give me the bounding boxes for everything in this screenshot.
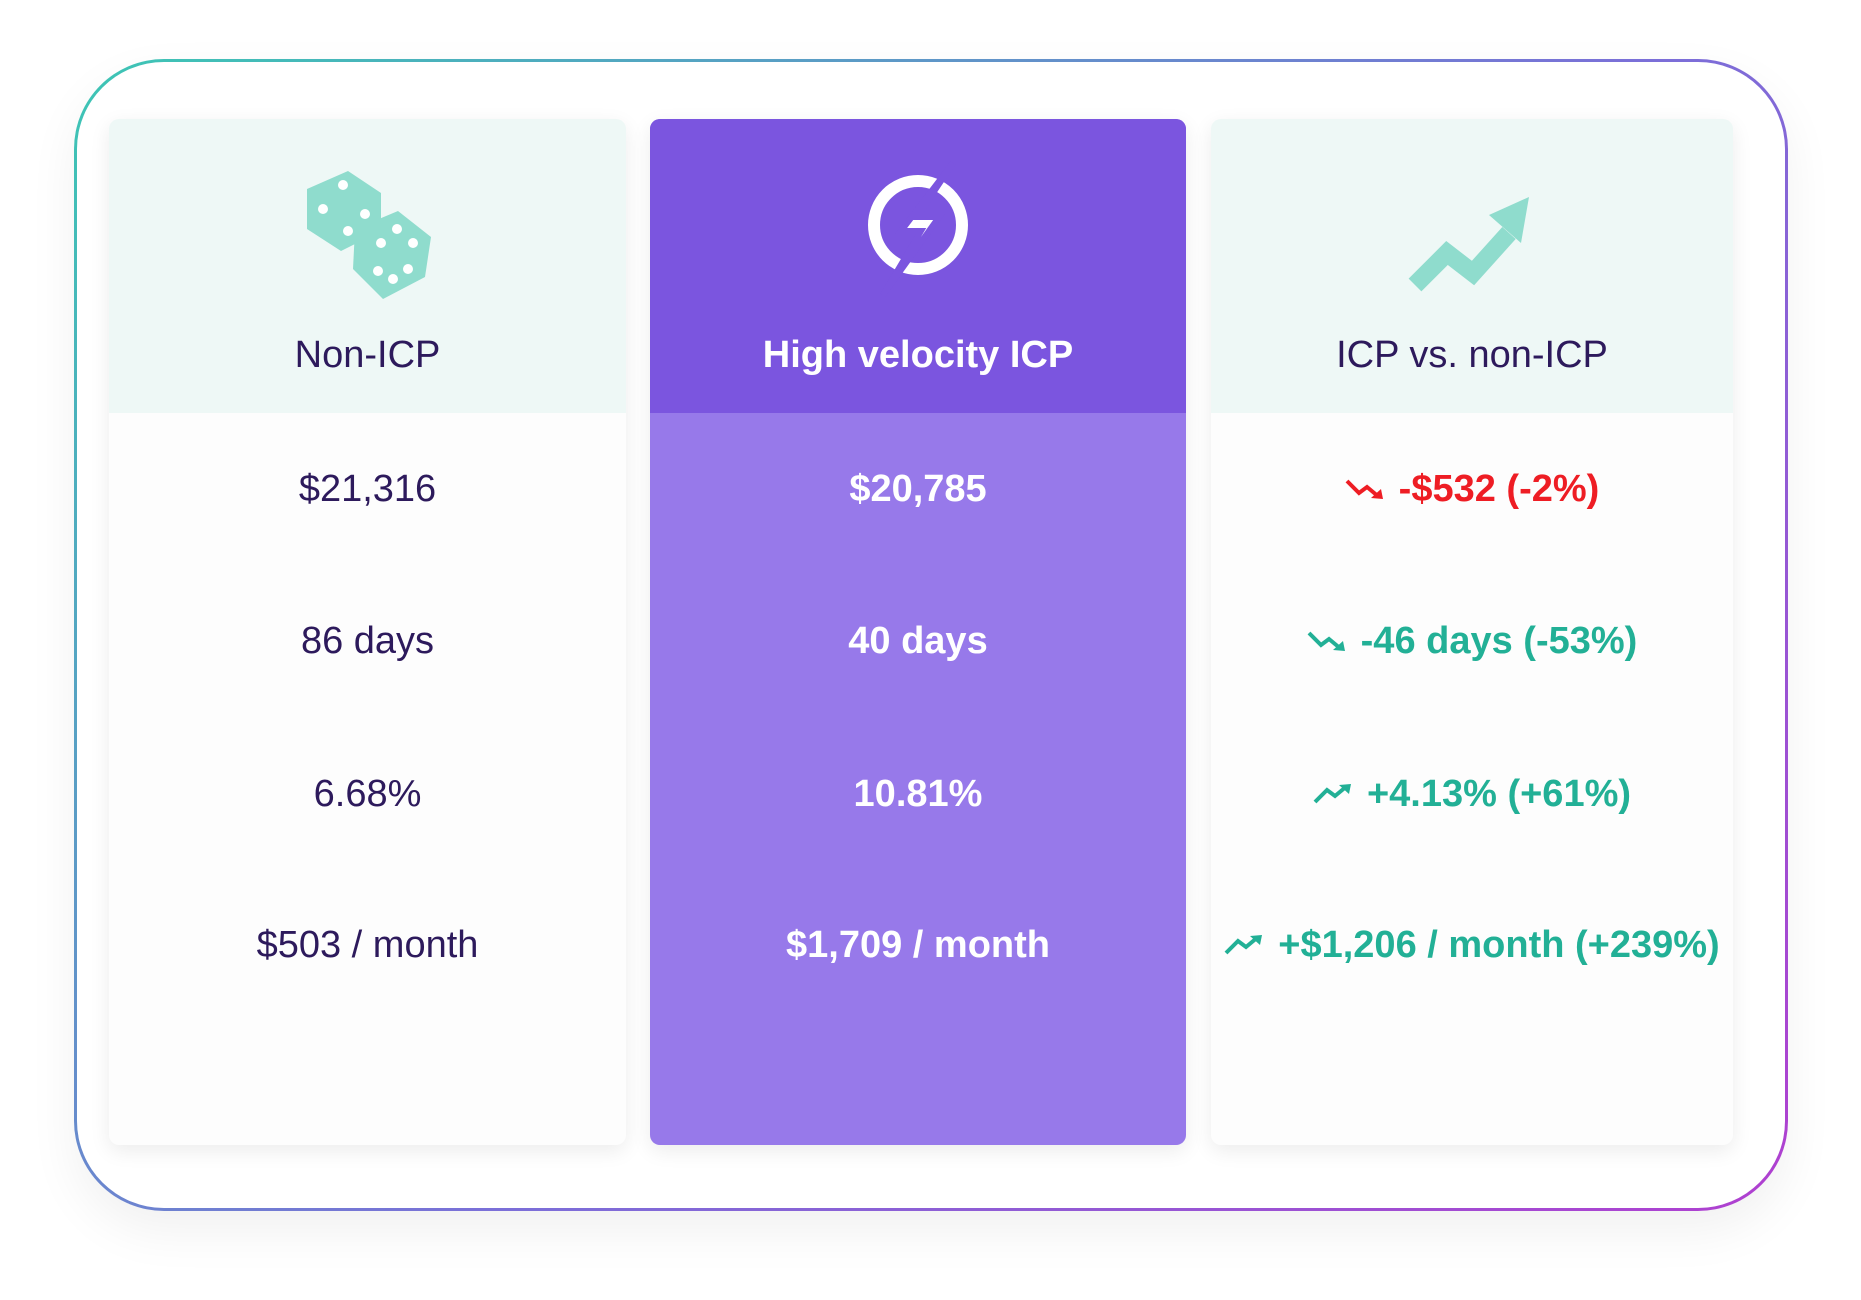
- card: High velocity ICP $20,785 40 days 10.81%…: [650, 119, 1186, 1145]
- delta-row: +4.13% (+61%): [1211, 769, 1733, 819]
- value: $21,316: [298, 467, 437, 510]
- card-header: ICP vs. non-ICP: [1211, 119, 1733, 413]
- lightning-icon: [868, 161, 968, 297]
- down-arrow: [1307, 631, 1345, 651]
- value: $1,709 / month: [786, 923, 1050, 966]
- column-title: ICP vs. non-ICP: [1336, 334, 1608, 376]
- value: 6.68%: [313, 772, 422, 815]
- column-title: High velocity ICP: [762, 334, 1074, 376]
- trend-icon: [1408, 197, 1529, 292]
- up-arrow: [1313, 784, 1351, 804]
- value: $20,785: [849, 467, 987, 510]
- value: +4.13% (+61%): [1366, 772, 1632, 815]
- card: ICP vs. non-ICP -$532 (-2%) -46 days (-5…: [1211, 119, 1733, 1145]
- value: +$1,206 / month (+239%): [1278, 923, 1720, 966]
- column-title: Non-ICP: [294, 334, 441, 376]
- value: -$532 (-2%): [1398, 467, 1600, 510]
- dice-icon: [306, 171, 431, 299]
- delta-row: +$1,206 / month (+239%): [1211, 920, 1733, 970]
- delta-row: -46 days (-53%): [1211, 616, 1733, 666]
- card-header: Non-ICP: [109, 119, 626, 413]
- card-header: High velocity ICP: [650, 119, 1186, 413]
- value: 40 days: [848, 619, 988, 662]
- value: $503 / month: [256, 923, 479, 966]
- value: 10.81%: [853, 772, 983, 815]
- down-arrow: [1345, 479, 1383, 499]
- value: -46 days (-53%): [1360, 619, 1638, 662]
- card: Non-ICP $21,316 86 days 6.68% $503 / mon…: [109, 119, 626, 1145]
- value: 86 days: [300, 619, 435, 662]
- delta-row: -$532 (-2%): [1211, 464, 1733, 514]
- up-arrow: [1224, 935, 1263, 955]
